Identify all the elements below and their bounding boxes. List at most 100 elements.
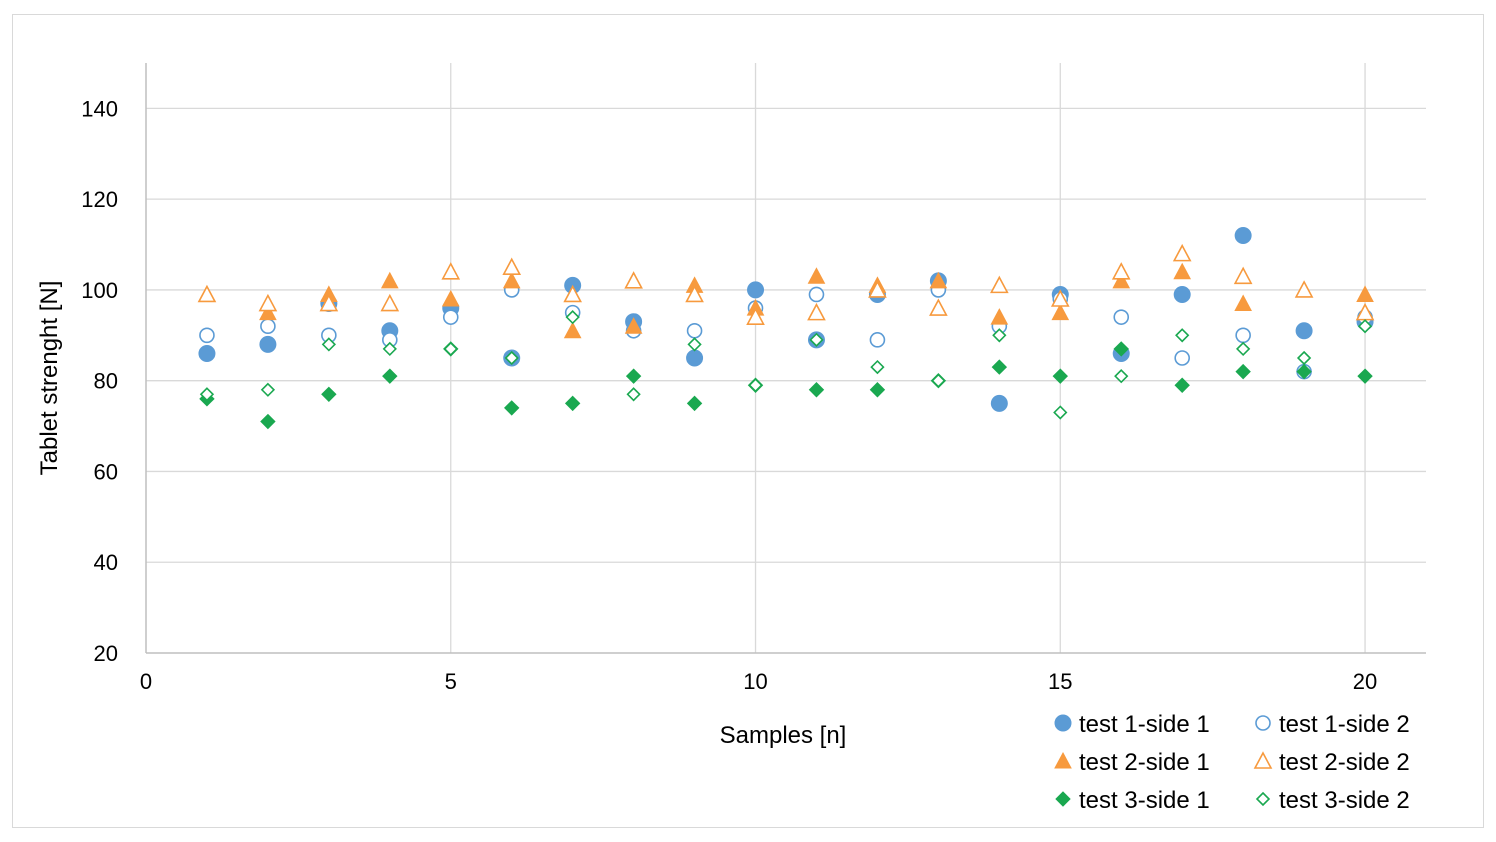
legend-marker [1054,714,1072,732]
data-point [199,327,215,344]
data-point [1113,309,1130,325]
y-tick-label: 20 [94,641,118,666]
data-point [260,318,276,335]
legend-entry: test 1-side 1 [1054,711,1210,738]
legend-marker [1253,751,1273,769]
data-point [319,293,339,312]
data-point [1295,322,1313,340]
data-point [931,373,946,388]
data-point [807,267,826,284]
data-point [197,284,217,303]
legend-label: test 2-side 2 [1279,749,1410,776]
legend: test 1-side 1 test 1-side 2 test 2-side 1 t… [1054,711,1410,814]
x-tick-label: 10 [743,669,767,694]
series-test-3-side-2 [199,310,1373,420]
data-point [1175,328,1190,343]
gridlines [146,63,1426,653]
x-tick-label: 15 [1048,669,1072,694]
data-point [564,395,581,412]
y-tick-label: 140 [81,96,118,121]
data-point [382,341,397,357]
chart-frame: 20 40 60 80 100 120 140 0 5 10 15 20 Samples [n] Ta… [12,14,1484,828]
data-point [1356,285,1374,302]
data-points [197,226,1375,430]
series-test-2-side-2 [197,243,1375,325]
scatter-chart: 20 40 60 80 100 120 140 0 5 10 15 20 Samples [n] Ta… [36,63,1426,814]
data-point [748,378,763,393]
data-point [260,382,276,397]
data-point [1173,262,1192,280]
x-tick-label: 5 [445,669,457,694]
data-point [382,368,398,384]
data-point [502,257,522,276]
data-point [502,271,521,289]
data-point [1234,226,1252,244]
data-point [1233,266,1253,285]
data-point [260,413,276,430]
data-point [1235,363,1251,380]
legend-marker [1255,715,1271,731]
series-test-3-side-1 [199,341,1373,430]
data-point [1173,285,1191,303]
data-point [1114,369,1129,384]
data-point [1174,350,1190,366]
legend-marker [1255,791,1271,807]
data-point [809,332,824,347]
data-point [870,359,885,375]
data-point [563,284,583,303]
legend-label: test 3-side 2 [1279,787,1410,814]
data-point [991,359,1008,375]
data-point [1053,405,1068,420]
data-point [443,341,458,357]
data-point [380,271,399,289]
y-tick-label: 40 [94,550,118,575]
data-point [1296,350,1312,366]
legend-entry: test 2-side 1 [1054,749,1210,776]
data-point [321,337,336,352]
data-point [504,400,520,416]
data-point [258,293,278,312]
x-tick-label: 20 [1353,669,1377,694]
data-point [1357,319,1373,334]
data-point [625,368,642,384]
legend-entry: test 2-side 2 [1253,749,1410,776]
data-point [869,382,886,398]
x-axis-title: Samples [n] [720,722,847,749]
series-test-2-side-1 [198,262,1374,339]
data-point [259,335,277,353]
data-point [1236,341,1251,357]
data-point [626,387,641,402]
data-point [1113,341,1129,357]
data-point [441,289,460,307]
data-point [808,382,825,398]
legend-entry: test 3-side 2 [1255,787,1410,814]
data-point [992,328,1007,343]
legend-entry: test 1-side 2 [1255,711,1410,738]
x-tick-label: 0 [140,669,152,694]
data-point [687,337,702,352]
legend-entry: test 3-side 1 [1055,787,1210,814]
legend-label: test 3-side 1 [1079,787,1210,814]
legend-marker [1054,751,1072,769]
data-point [563,321,582,339]
data-point [199,387,215,402]
data-point [1052,368,1068,384]
data-point [685,284,704,303]
y-tick-label: 60 [94,459,118,484]
data-point [1050,289,1070,307]
data-point [989,275,1009,294]
legend-label: test 1-side 2 [1279,711,1410,738]
data-point [686,349,704,367]
data-point [747,281,765,299]
y-tick-label: 80 [94,369,118,394]
data-point [1172,243,1192,262]
y-tick-label: 120 [81,187,118,212]
data-point [504,350,519,366]
data-point [1357,368,1373,384]
data-point [624,317,643,334]
data-point [565,310,580,325]
y-tick-label: 100 [81,278,118,303]
data-point [869,332,886,348]
data-point [746,307,765,325]
data-point [929,271,948,289]
